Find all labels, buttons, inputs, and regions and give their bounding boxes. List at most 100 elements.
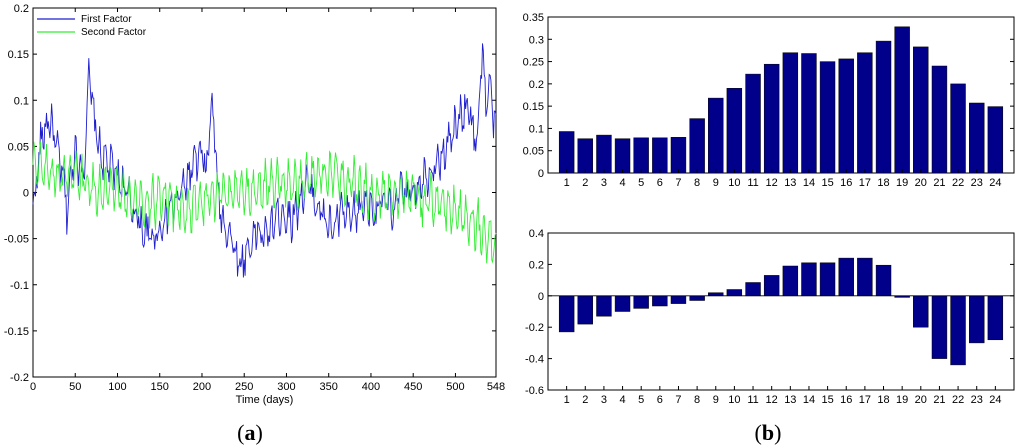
bar-23 xyxy=(969,295,985,344)
x-tick-label: 17 xyxy=(859,177,871,189)
x-tick-label: 3 xyxy=(601,177,607,189)
x-tick-label: 7 xyxy=(675,177,681,189)
y-tick-label: -0.2 xyxy=(10,372,29,384)
x-tick-label: 100 xyxy=(108,381,126,393)
x-tick-label: 13 xyxy=(784,394,796,406)
legend-label-1: First Factor xyxy=(81,14,132,25)
caption-a: (a) xyxy=(237,420,263,445)
x-tick-label: 500 xyxy=(446,381,464,393)
y-tick-label: 0.15 xyxy=(523,101,544,113)
series-line-2 xyxy=(32,141,497,264)
bar-13 xyxy=(782,265,799,297)
x-tick-label: 1 xyxy=(564,177,570,189)
bar-2 xyxy=(577,295,593,325)
bar-20 xyxy=(913,295,929,328)
bar-11 xyxy=(745,282,761,297)
bar-7 xyxy=(670,137,687,174)
x-tick-label: 5 xyxy=(638,177,644,189)
bar-6 xyxy=(652,137,668,174)
y-tick-label: 0.35 xyxy=(523,12,544,24)
x-tick-label: 23 xyxy=(971,177,983,189)
bar-1 xyxy=(558,295,575,333)
bar-4 xyxy=(614,295,631,312)
x-tick-label: 11 xyxy=(747,177,758,189)
x-tick-label: 150 xyxy=(151,381,169,393)
bar-1 xyxy=(558,131,575,174)
x-tick-label: 3 xyxy=(601,394,607,406)
x-tick-label: 15 xyxy=(821,394,833,406)
y-tick-label: 0.05 xyxy=(8,141,29,153)
bar-13 xyxy=(782,52,799,174)
bar-16 xyxy=(838,257,854,297)
y-tick-label: 0.25 xyxy=(523,57,544,69)
x-axis-label: Time (days) xyxy=(236,394,294,406)
y-tick-label: 0 xyxy=(538,291,544,303)
x-tick-label: 14 xyxy=(803,177,815,189)
plot-frame xyxy=(32,7,497,378)
x-tick-label: 19 xyxy=(896,394,908,406)
bar-17 xyxy=(857,52,873,174)
x-tick-label: 16 xyxy=(840,177,852,189)
bar-9 xyxy=(708,97,724,174)
bar-14 xyxy=(801,262,817,297)
x-tick-label: 20 xyxy=(915,177,927,189)
x-tick-label: 22 xyxy=(952,177,964,189)
x-tick-label: 21 xyxy=(933,177,945,189)
x-tick-label: 12 xyxy=(766,394,778,406)
bar-17 xyxy=(857,257,873,297)
y-tick-label: 0.1 xyxy=(14,95,29,107)
x-tick-label: 20 xyxy=(915,394,927,406)
y-tick-label: 0.15 xyxy=(8,49,29,61)
x-tick-label: 5 xyxy=(638,394,644,406)
bar-15 xyxy=(819,262,836,297)
bar-21 xyxy=(931,295,948,359)
bar-6 xyxy=(652,295,668,307)
y-tick-label: 0 xyxy=(23,188,29,200)
x-tick-label: 13 xyxy=(784,177,796,189)
bar-16 xyxy=(838,58,854,174)
x-tick-label: 2 xyxy=(582,177,588,189)
x-tick-label: 9 xyxy=(713,394,719,406)
x-tick-label: 4 xyxy=(619,177,625,189)
bar-10 xyxy=(726,88,743,174)
bar-15 xyxy=(819,61,836,174)
x-tick-label: 22 xyxy=(952,394,964,406)
y-tick-label: 0 xyxy=(538,168,544,180)
x-tick-label: 24 xyxy=(989,394,1001,406)
bar-12 xyxy=(763,275,780,297)
bar-chart-top: 00.050.10.150.20.250.30.351 2 3 4 5 6 7 8 9 10 11 1… xyxy=(523,12,1015,189)
legend-label-2: Second Factor xyxy=(81,27,147,38)
bar-24 xyxy=(987,295,1004,341)
y-tick-label: -0.4 xyxy=(525,354,544,366)
bar-14 xyxy=(801,53,817,174)
y-tick-label: -0.2 xyxy=(525,322,544,334)
x-tick-label: 250 xyxy=(235,381,253,393)
bar-10 xyxy=(726,289,743,297)
x-tick-label: 1 xyxy=(564,394,570,406)
y-tick-label: 0.2 xyxy=(14,3,29,15)
x-tick-label: 8 xyxy=(694,394,700,406)
x-tick-label: 200 xyxy=(193,381,211,393)
bar-8 xyxy=(689,118,705,174)
x-tick-label: 12 xyxy=(766,177,778,189)
y-tick-label: -0.6 xyxy=(525,385,544,397)
bar-4 xyxy=(614,138,631,174)
x-tick-label: 15 xyxy=(821,177,833,189)
bar-11 xyxy=(745,73,761,174)
y-tick-label: -0.05 xyxy=(4,234,29,246)
bar-18 xyxy=(875,40,892,174)
x-tick-label: 23 xyxy=(971,394,983,406)
x-tick-label: 9 xyxy=(713,177,719,189)
x-tick-label: 21 xyxy=(933,394,945,406)
x-tick-label: 17 xyxy=(859,394,871,406)
x-tick-label: 548 xyxy=(487,381,505,393)
y-tick-label: -0.15 xyxy=(4,326,29,338)
x-tick-label: 50 xyxy=(69,381,81,393)
x-tick-label: 10 xyxy=(728,177,740,189)
y-tick-label: 0.2 xyxy=(529,79,544,91)
y-tick-label: -0.1 xyxy=(10,280,29,292)
bar-22 xyxy=(950,295,966,366)
x-tick-label: 10 xyxy=(728,394,740,406)
bar-21 xyxy=(931,65,948,174)
bar-chart-bottom: -0.6-0.4-0.200.20.41 2 3 4 5 6 7 8 9 10 11 12 13 14 15… xyxy=(525,228,1015,406)
